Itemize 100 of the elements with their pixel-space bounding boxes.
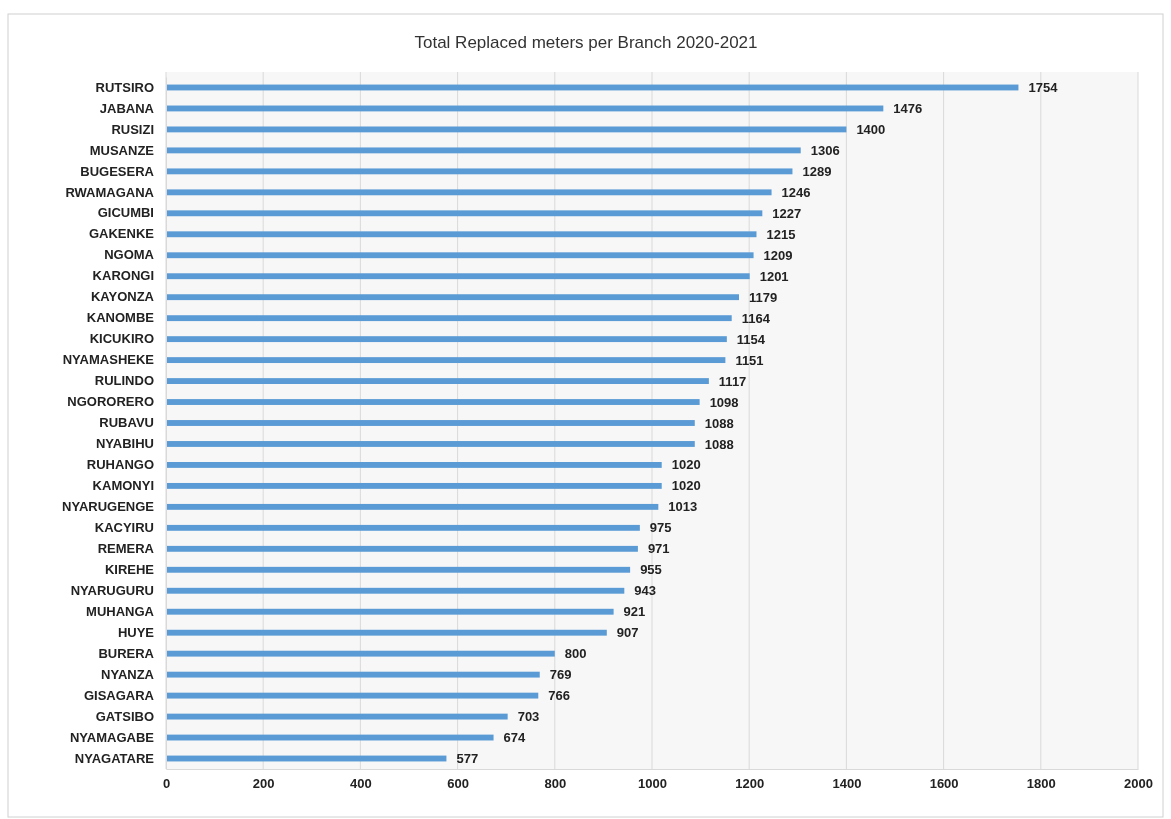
x-tick-label: 1600 <box>929 776 959 792</box>
data-label: 1088 <box>704 415 734 431</box>
y-tick-label: RUSIZI <box>111 121 154 137</box>
bar <box>166 671 540 678</box>
bar <box>166 147 801 154</box>
bar <box>166 650 555 657</box>
bar <box>166 231 757 238</box>
data-label: 1164 <box>741 310 771 326</box>
bar <box>166 399 700 405</box>
y-tick-label: MUSANZE <box>89 142 155 158</box>
data-label: 766 <box>548 688 570 704</box>
data-label: 1117 <box>718 373 747 389</box>
y-tick-label: BURERA <box>98 645 155 661</box>
data-label: 1013 <box>668 499 698 515</box>
y-tick-label: NYANZA <box>101 666 155 682</box>
y-tick-label: HUYE <box>117 624 155 640</box>
x-tick-label: 2000 <box>1124 776 1153 792</box>
y-tick-label: KARONGI <box>92 268 154 284</box>
bar <box>166 273 750 280</box>
y-tick-label: REMERA <box>97 540 155 556</box>
y-tick-label: KAYONZA <box>90 289 155 305</box>
x-tick-label: 800 <box>544 776 567 792</box>
x-tick-label: 400 <box>350 776 372 792</box>
data-label: 1289 <box>802 163 832 179</box>
y-tick-label: NYAMAGABE <box>69 729 155 745</box>
y-tick-label: NYABIHU <box>95 436 154 452</box>
y-tick-label: NYARUGURU <box>70 582 154 598</box>
data-label: 1306 <box>810 142 840 158</box>
data-label: 1151 <box>735 352 764 368</box>
data-label: 955 <box>640 562 662 578</box>
data-label: 703 <box>517 709 540 725</box>
x-tick-label: 1800 <box>1026 776 1056 792</box>
y-tick-label: KIREHE <box>104 561 155 577</box>
bar <box>166 210 763 217</box>
y-tick-label: RUTSIRO <box>95 79 154 95</box>
y-tick-label: BUGESERA <box>80 163 155 179</box>
y-tick-label: RUHANGO <box>86 457 154 473</box>
y-tick-label: NYARUGENGE <box>62 499 155 515</box>
bar <box>166 545 638 552</box>
y-tick-label: MUHANGA <box>86 603 155 619</box>
x-tick-label: 1200 <box>735 776 765 792</box>
bar <box>166 252 754 259</box>
data-label: 1020 <box>671 457 701 473</box>
y-tick-label: NYAGATARE <box>74 750 155 766</box>
x-tick-label: 200 <box>252 776 275 792</box>
data-label: 1754 <box>1028 80 1059 96</box>
bar <box>166 315 732 322</box>
bar <box>166 378 709 384</box>
data-label: 577 <box>456 751 479 767</box>
data-label: 1246 <box>781 184 811 200</box>
y-tick-label: NGOMA <box>104 247 155 263</box>
data-label: 1227 <box>772 205 802 221</box>
y-tick-label: KAMONYI <box>92 478 154 494</box>
y-tick-label: GATSIBO <box>95 708 154 724</box>
bar <box>166 441 695 447</box>
data-label: 1098 <box>709 394 739 410</box>
bar <box>166 336 727 343</box>
bar <box>166 524 640 531</box>
chart-title: Total Replaced meters per Branch 2020-2021 <box>414 33 758 52</box>
bar <box>166 420 695 426</box>
data-label: 921 <box>623 604 646 620</box>
y-tick-label: RWAMAGANA <box>65 184 155 200</box>
data-label: 1020 <box>671 478 701 494</box>
bar <box>166 692 539 699</box>
data-label: 1215 <box>766 226 796 242</box>
bar <box>166 566 631 573</box>
data-label: 971 <box>647 541 670 557</box>
y-tick-label: GICUMBI <box>97 205 154 221</box>
data-label: 769 <box>549 667 572 683</box>
data-label: 1209 <box>763 247 793 263</box>
data-label: 800 <box>564 646 587 662</box>
bar <box>166 189 772 196</box>
y-tick-label: RULINDO <box>94 373 154 389</box>
data-label: 907 <box>616 625 639 641</box>
data-label: 1154 <box>736 331 766 347</box>
x-tick-label: 1400 <box>832 776 862 792</box>
bar <box>166 482 662 489</box>
bar <box>166 462 662 468</box>
bar <box>166 608 614 615</box>
bar <box>166 168 793 175</box>
y-tick-label: GAKENKE <box>88 226 155 242</box>
data-label: 1476 <box>893 101 923 116</box>
bar <box>166 357 726 364</box>
y-tick-label: NYAMASHEKE <box>62 352 155 368</box>
x-tick-label: 1000 <box>638 776 667 792</box>
data-label: 1088 <box>704 436 734 452</box>
bar <box>166 629 607 636</box>
data-label: 975 <box>649 520 672 536</box>
y-tick-label: GISAGARA <box>83 687 155 703</box>
bar <box>166 294 739 301</box>
data-label: 1201 <box>759 268 789 284</box>
data-label: 1179 <box>748 289 778 305</box>
y-tick-label: KANOMBE <box>86 310 155 326</box>
bar <box>166 503 659 510</box>
bar <box>166 587 625 594</box>
y-tick-label: KICUKIRO <box>89 331 154 347</box>
data-label: 1400 <box>856 121 886 137</box>
data-label: 943 <box>634 583 656 599</box>
y-tick-label: RUBAVU <box>99 415 154 431</box>
y-tick-label: NGORORERO <box>67 394 154 410</box>
